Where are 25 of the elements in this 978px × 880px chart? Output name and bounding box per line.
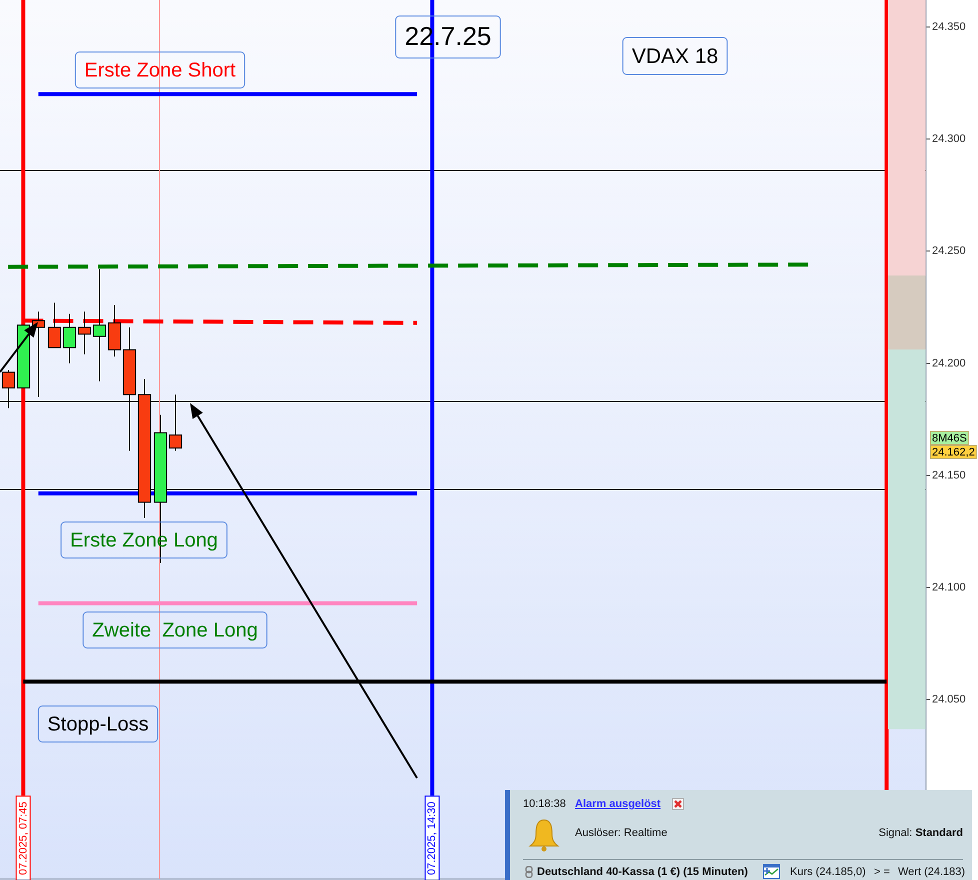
annotation: Alarm ausgelöst bbox=[575, 798, 661, 810]
annotation: 10:18:38 bbox=[523, 798, 566, 810]
annotation: Deutschland 40-Kassa (1 €) (15 Minuten) bbox=[537, 866, 748, 878]
text: 8M46S bbox=[932, 432, 967, 445]
x-tick-label: 07.2025, 14:30 bbox=[426, 802, 438, 875]
y-tick-label: 24.050 bbox=[932, 694, 966, 706]
annotation: Stopp-Loss bbox=[47, 714, 149, 736]
y-tick-label: 24.100 bbox=[932, 582, 966, 594]
text: 24.162,2 bbox=[932, 446, 975, 459]
annotation: Zweite Zone Long bbox=[92, 620, 258, 642]
annotation: VDAX 18 bbox=[632, 44, 718, 68]
annotation: Auslöser: Realtime bbox=[575, 827, 668, 839]
y-tick-label: 24.300 bbox=[932, 133, 966, 146]
annotation: Kurs (24.185,0) bbox=[790, 866, 866, 878]
x-tick-label: 07.2025, 07:45 bbox=[17, 802, 30, 875]
annotation: Standard bbox=[915, 827, 963, 839]
y-tick-label: 24.200 bbox=[932, 357, 966, 370]
annotation: Signal: bbox=[878, 827, 912, 839]
y-tick-label: 24.150 bbox=[932, 469, 966, 482]
y-tick-label: 24.250 bbox=[932, 245, 966, 258]
annotation: Erste Zone Short bbox=[84, 60, 236, 82]
annotation: Wert (24.183) bbox=[898, 866, 966, 878]
bar bbox=[888, 275, 926, 350]
annotation: > = bbox=[874, 866, 890, 878]
y-tick-label: 24.350 bbox=[932, 20, 966, 33]
